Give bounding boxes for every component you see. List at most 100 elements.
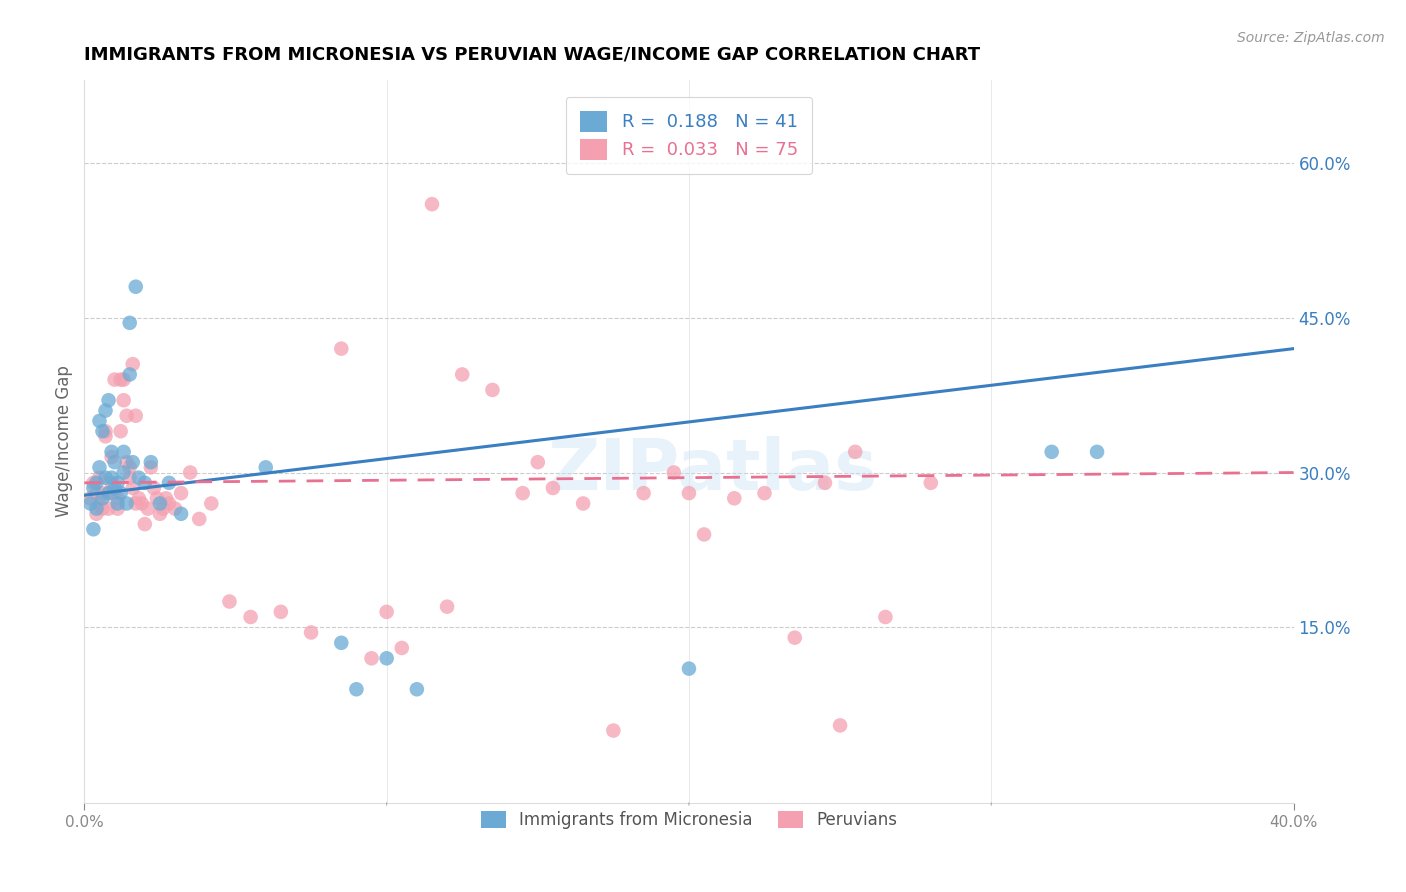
Point: [91, 424, 114, 438]
Point: [112, 393, 135, 408]
Point: [134, 517, 156, 532]
Point: [218, 594, 240, 608]
Point: [107, 475, 129, 490]
Point: [94, 424, 117, 438]
Point: [602, 723, 624, 738]
Point: [121, 357, 143, 371]
Point: [118, 368, 141, 382]
Point: [89, 460, 111, 475]
Point: [142, 481, 165, 495]
Point: [100, 475, 122, 490]
Point: [299, 625, 322, 640]
Point: [86, 501, 108, 516]
Legend: Immigrants from Micronesia, Peruvians: Immigrants from Micronesia, Peruvians: [472, 803, 905, 838]
Point: [86, 507, 108, 521]
Text: IMMIGRANTS FROM MICRONESIA VS PERUVIAN WAGE/INCOME GAP CORRELATION CHART: IMMIGRANTS FROM MICRONESIA VS PERUVIAN W…: [84, 45, 980, 63]
Point: [330, 636, 353, 650]
Point: [100, 450, 122, 464]
Point: [128, 491, 150, 506]
Point: [100, 445, 122, 459]
Point: [86, 475, 108, 490]
Point: [94, 471, 117, 485]
Point: [86, 486, 108, 500]
Point: [91, 501, 114, 516]
Point: [94, 403, 117, 417]
Point: [107, 501, 129, 516]
Point: [125, 409, 148, 423]
Point: [136, 501, 159, 516]
Point: [149, 507, 172, 521]
Point: [89, 414, 111, 428]
Point: [104, 373, 127, 387]
Point: [662, 466, 685, 480]
Point: [110, 486, 132, 500]
Point: [139, 460, 162, 475]
Point: [104, 455, 127, 469]
Point: [97, 393, 120, 408]
Point: [152, 501, 174, 516]
Point: [125, 496, 148, 510]
Point: [375, 651, 398, 665]
Point: [134, 475, 156, 490]
Point: [1085, 445, 1108, 459]
Point: [107, 491, 129, 506]
Point: [481, 383, 503, 397]
Point: [104, 481, 127, 495]
Point: [360, 651, 382, 665]
Point: [170, 486, 193, 500]
Point: [79, 496, 101, 510]
Point: [112, 466, 135, 480]
Point: [270, 605, 292, 619]
Point: [112, 373, 135, 387]
Point: [436, 599, 458, 614]
Point: [110, 373, 132, 387]
Point: [512, 486, 534, 500]
Point: [723, 491, 745, 506]
Point: [118, 471, 141, 485]
Point: [451, 368, 474, 382]
Point: [157, 475, 180, 490]
Point: [165, 501, 187, 516]
Point: [104, 486, 127, 500]
Point: [754, 486, 776, 500]
Point: [91, 486, 114, 500]
Point: [1040, 445, 1063, 459]
Point: [107, 496, 129, 510]
Point: [157, 496, 180, 510]
Point: [94, 429, 117, 443]
Point: [139, 455, 162, 469]
Point: [82, 522, 104, 536]
Point: [131, 496, 153, 510]
Point: [170, 507, 193, 521]
Point: [391, 640, 413, 655]
Point: [572, 496, 595, 510]
Point: [149, 496, 172, 510]
Point: [783, 631, 806, 645]
Point: [82, 475, 104, 490]
Point: [406, 682, 429, 697]
Point: [115, 409, 138, 423]
Point: [346, 682, 368, 697]
Point: [97, 486, 120, 500]
Point: [155, 491, 177, 506]
Point: [693, 527, 716, 541]
Point: [89, 471, 111, 485]
Point: [239, 610, 262, 624]
Point: [118, 316, 141, 330]
Point: [128, 471, 150, 485]
Point: [112, 445, 135, 459]
Text: Source: ZipAtlas.com: Source: ZipAtlas.com: [1237, 31, 1385, 45]
Y-axis label: Wage/Income Gap: Wage/Income Gap: [55, 366, 73, 517]
Point: [830, 718, 852, 732]
Point: [920, 475, 942, 490]
Point: [79, 491, 101, 506]
Point: [91, 491, 114, 506]
Point: [527, 455, 550, 469]
Point: [420, 197, 443, 211]
Point: [125, 279, 148, 293]
Point: [97, 486, 120, 500]
Point: [115, 496, 138, 510]
Point: [121, 455, 143, 469]
Point: [100, 471, 122, 485]
Point: [146, 491, 169, 506]
